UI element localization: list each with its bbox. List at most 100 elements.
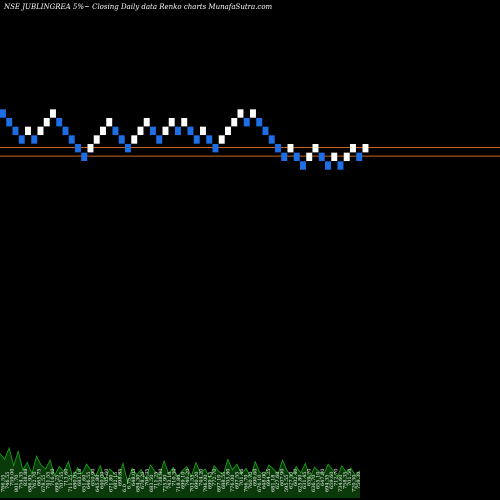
renko-brick-down: [281, 152, 288, 162]
volume-label: 645.80: [95, 475, 101, 493]
renko-brick-down: [175, 126, 181, 136]
renko-brick-up: [43, 118, 50, 127]
volume-label: 625.80: [297, 475, 303, 493]
volume-label: 711.25: [68, 475, 74, 493]
renko-brick-up: [162, 126, 169, 136]
renko-brick-up: [350, 144, 356, 153]
renko-brick-down: [243, 118, 250, 127]
volume-label: 646.55: [86, 472, 92, 490]
renko-brick-down: [337, 161, 344, 170]
volume-label: 694.25: [266, 469, 272, 487]
renko-brick-down: [193, 135, 200, 144]
volume-area: [0, 446, 361, 498]
renko-brick-up: [343, 152, 350, 162]
volume-label: 690.60: [252, 469, 258, 487]
volume-label: 713.60: [63, 469, 69, 487]
volume-label: 636.70: [311, 475, 317, 493]
renko-brick-up: [131, 135, 138, 144]
renko-brick-up: [362, 144, 369, 153]
volume-label: 682.15: [113, 472, 119, 490]
renko-brick-up: [250, 109, 256, 118]
volume-label: 678.20: [140, 472, 146, 490]
volume-label: 602.40: [293, 469, 299, 487]
volume-label: 772.70: [212, 469, 218, 487]
volume-label: 699.10: [180, 472, 186, 490]
volume-label: 655.10: [315, 472, 321, 490]
volume-label: 796.00: [203, 475, 209, 493]
renko-brick-down: [300, 161, 306, 170]
volume-label: 607.90: [279, 469, 285, 487]
renko-brick-down: [31, 135, 38, 144]
volume-label: 701.46: [239, 469, 245, 487]
volume-label: 766.55: [0, 475, 6, 493]
volume-label: 705.80: [225, 469, 231, 487]
volume-label: 683.50: [149, 475, 155, 493]
renko-brick-up: [100, 126, 106, 136]
volume-label: 676.10: [257, 475, 263, 493]
volume-label: 690.20: [194, 472, 200, 490]
volume-label: 738.80: [158, 469, 164, 487]
renko-brick-up: [287, 144, 294, 153]
renko-brick-down: [262, 126, 269, 136]
volume-label: 746.55: [5, 472, 11, 490]
volume-label: 718.80: [176, 475, 182, 493]
volume-label: 838.88: [23, 469, 29, 487]
renko-brick-down: [118, 135, 125, 144]
renko-brick-down: [68, 135, 75, 144]
volume-label: 734.60: [338, 475, 344, 493]
renko-brick-down: [56, 118, 63, 127]
renko-brick-up: [143, 118, 150, 127]
volume-label: 648.00: [261, 472, 267, 490]
volume-label: 762.70: [32, 472, 38, 490]
volume-label: 701.50: [347, 469, 353, 487]
volume-label: 711.25: [153, 472, 159, 490]
volume-label: 684.30: [135, 475, 141, 493]
volume-label: 694.35: [324, 475, 330, 493]
renko-brick-down: [12, 126, 19, 136]
volume-label: 744.20: [198, 469, 204, 487]
volume-label: 651.60: [81, 475, 87, 493]
volume-label: 699.15: [207, 472, 213, 490]
renko-brick-down: [156, 135, 163, 144]
volume-label: 706.35: [144, 469, 150, 487]
volume-label: 716.40: [50, 469, 56, 487]
volume-label: 720.30: [351, 475, 357, 493]
volume-label: 659.20: [306, 469, 312, 487]
volume-label: 698.85: [117, 469, 123, 487]
renko-brick-up: [312, 144, 319, 153]
renko-brick-down: [75, 144, 81, 153]
renko-brick-up: [50, 109, 56, 118]
volume-label: 699.25: [54, 475, 60, 493]
renko-brick-down: [81, 152, 88, 162]
renko-brick-up: [25, 126, 31, 136]
volume-label: 627.60: [275, 472, 281, 490]
renko-brick-down: [268, 135, 275, 144]
renko-brick-down: [206, 135, 213, 144]
volume-label: 6.0: [122, 484, 128, 492]
volume-label: 671.80: [108, 475, 114, 493]
renko-brick-down: [275, 144, 281, 153]
volume-label: 678.55: [41, 475, 47, 493]
renko-brick-up: [93, 135, 100, 144]
volume-label: 754.35: [18, 472, 24, 490]
volume-label: 705.60: [104, 469, 110, 487]
volume-label: 647.80: [320, 469, 326, 487]
volume-label: 650.90: [90, 469, 96, 487]
renko-brick-up: [237, 109, 244, 118]
renko-brick-down: [62, 126, 69, 136]
volume-label: 776.00: [230, 475, 236, 493]
renko-brick-up: [331, 152, 338, 162]
renko-brick-down: [212, 144, 219, 153]
renko-brick-down: [18, 135, 25, 144]
volume-line: [0, 446, 361, 484]
volume-label: 710.30: [171, 469, 177, 487]
volume-label: 740.20: [185, 469, 191, 487]
volume-label: 686.95: [27, 475, 33, 493]
volume-label: 627.50: [288, 472, 294, 490]
volume-label: 801.70: [14, 475, 20, 493]
renko-brick-down: [293, 152, 300, 162]
renko-brick-up: [181, 118, 188, 127]
renko-brick-up: [231, 118, 238, 127]
volume-label: 741.55: [45, 472, 51, 490]
